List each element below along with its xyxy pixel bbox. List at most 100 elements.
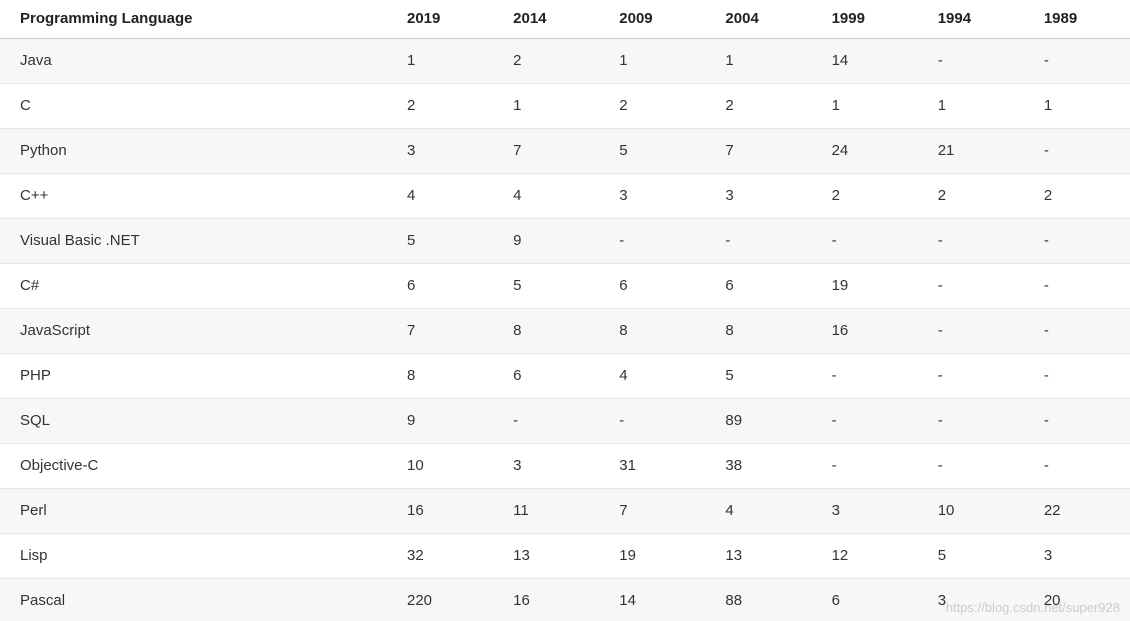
rank-cell: 89 <box>705 398 812 444</box>
rank-cell: 6 <box>811 578 918 621</box>
rank-cell: 14 <box>811 38 918 84</box>
header-cell-2009: 2009 <box>599 0 706 39</box>
rank-cell: 8 <box>493 308 600 354</box>
rank-cell: - <box>917 38 1024 84</box>
rank-cell: 5 <box>705 353 812 399</box>
table-header-row: Programming Language 2019 2014 2009 2004… <box>0 0 1130 39</box>
rank-cell: - <box>599 398 706 444</box>
language-cell: PHP <box>0 353 387 399</box>
language-cell: Pascal <box>0 578 387 621</box>
header-cell-language: Programming Language <box>0 0 387 39</box>
rank-cell: 1 <box>599 38 706 84</box>
rank-cell: 11 <box>493 488 600 534</box>
rank-cell: - <box>917 218 1024 264</box>
rank-cell: 3 <box>599 173 706 219</box>
rank-cell: - <box>811 398 918 444</box>
rank-cell: - <box>599 218 706 264</box>
rank-cell: 4 <box>493 173 600 219</box>
rank-cell: 1 <box>387 38 494 84</box>
rank-cell: 2 <box>493 38 600 84</box>
rank-cell: - <box>811 218 918 264</box>
rank-cell: 10 <box>387 443 494 489</box>
language-cell: C# <box>0 263 387 309</box>
rank-cell: 1 <box>1023 83 1130 129</box>
rank-cell: 2 <box>599 83 706 129</box>
rank-cell: 2 <box>1023 173 1130 219</box>
rank-cell: 2 <box>387 83 494 129</box>
table-row: Visual Basic .NET 5 9- - - - - <box>0 218 1130 264</box>
rank-cell: 4 <box>705 488 812 534</box>
rank-cell: 220 <box>387 578 494 621</box>
rank-cell: 2 <box>917 173 1024 219</box>
header-cell-1989: 1989 <box>1023 0 1130 39</box>
rank-cell: 14 <box>599 578 706 621</box>
rank-cell: 1 <box>917 83 1024 129</box>
header-cell-1994: 1994 <box>917 0 1024 39</box>
table-row: PHP 8 6 4 5- - - <box>0 353 1130 399</box>
rank-cell: - <box>1023 308 1130 354</box>
rank-cell: 3 <box>1023 533 1130 579</box>
rank-cell: 2 <box>811 173 918 219</box>
header-cell-1999: 1999 <box>811 0 918 39</box>
rank-cell: 3 <box>917 578 1024 621</box>
header-cell-2004: 2004 <box>705 0 812 39</box>
rank-cell: 8 <box>387 353 494 399</box>
language-cell: Python <box>0 128 387 174</box>
table-row: Java 1 2 1 1 14- - <box>0 38 1130 84</box>
rank-cell: 3 <box>493 443 600 489</box>
table-row: JavaScript 7 8 8 8 16- - <box>0 308 1130 354</box>
rank-cell: 4 <box>599 353 706 399</box>
table-row: Perl 16 11 7 4 3 10 22 <box>0 488 1130 534</box>
rank-cell: 2 <box>705 83 812 129</box>
rank-cell: 10 <box>917 488 1024 534</box>
rank-cell: 5 <box>493 263 600 309</box>
rank-cell: 1 <box>811 83 918 129</box>
rank-cell: - <box>917 308 1024 354</box>
rank-cell: 4 <box>387 173 494 219</box>
rank-cell: - <box>1023 353 1130 399</box>
rank-cell: - <box>1023 218 1130 264</box>
header-cell-2014: 2014 <box>493 0 600 39</box>
rank-cell: - <box>917 263 1024 309</box>
rank-cell: 7 <box>493 128 600 174</box>
language-cell: Perl <box>0 488 387 534</box>
rank-cell: - <box>1023 443 1130 489</box>
rank-cell: 20 <box>1023 578 1130 621</box>
rank-cell: 6 <box>493 353 600 399</box>
rank-cell: 16 <box>811 308 918 354</box>
rank-cell: 19 <box>811 263 918 309</box>
rank-cell: 19 <box>599 533 706 579</box>
table-body: Java 1 2 1 1 14- - C 2 1 2 2 1 1 1 Python 3 7 5 7 24 21- C++ 4 4… <box>0 38 1130 621</box>
rank-cell: 88 <box>705 578 812 621</box>
rank-cell: 24 <box>811 128 918 174</box>
rank-cell: 7 <box>599 488 706 534</box>
rank-cell: 5 <box>599 128 706 174</box>
rank-cell: 31 <box>599 443 706 489</box>
rank-cell: - <box>917 398 1024 444</box>
table-row: C# 6 5 6 6 19- - <box>0 263 1130 309</box>
language-cell: SQL <box>0 398 387 444</box>
rank-cell: 7 <box>705 128 812 174</box>
rank-cell: - <box>1023 38 1130 84</box>
rank-cell: 32 <box>387 533 494 579</box>
rank-cell: - <box>917 353 1024 399</box>
language-cell: Objective-C <box>0 443 387 489</box>
rank-cell: - <box>811 443 918 489</box>
header-cell-2019: 2019 <box>387 0 494 39</box>
table-row: Objective-C 10 3 31 38- - - <box>0 443 1130 489</box>
rank-cell: - <box>705 218 812 264</box>
language-cell: C++ <box>0 173 387 219</box>
rank-cell: 3 <box>387 128 494 174</box>
table-row: Lisp 32 13 19 13 12 5 3 <box>0 533 1130 579</box>
rank-cell: - <box>493 398 600 444</box>
language-cell: JavaScript <box>0 308 387 354</box>
rank-cell: 1 <box>493 83 600 129</box>
rank-cell: 5 <box>387 218 494 264</box>
language-cell: C <box>0 83 387 129</box>
rank-cell: - <box>917 443 1024 489</box>
rank-cell: 9 <box>387 398 494 444</box>
rank-cell: 6 <box>705 263 812 309</box>
rank-cell: 12 <box>811 533 918 579</box>
rank-cell: - <box>1023 263 1130 309</box>
